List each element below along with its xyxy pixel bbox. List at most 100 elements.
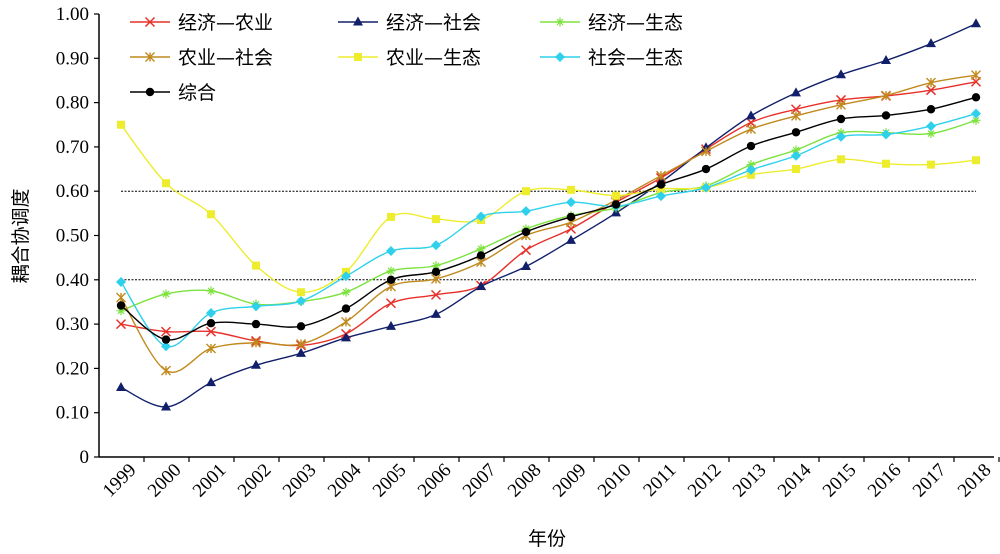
y-tick-label: 0.90	[56, 48, 89, 69]
data-point	[521, 206, 531, 217]
data-point	[566, 197, 576, 208]
legend-item: 综合	[130, 82, 216, 104]
data-point	[341, 271, 351, 282]
x-ticks: 1999 2000 2001 2002 2003 2004 2005 2006 2007 2008…	[99, 457, 1000, 502]
x-tick-label: 2010	[594, 460, 636, 502]
y-tick-label: 0.50	[56, 226, 89, 247]
y-tick-label: 0.10	[56, 403, 89, 424]
y-tick-label: 0.30	[56, 314, 89, 335]
legend-label: 经济—农业	[178, 12, 273, 34]
data-point	[746, 141, 756, 151]
data-point	[927, 160, 935, 169]
data-point	[115, 319, 127, 330]
data-point	[296, 347, 306, 357]
legend-marker	[145, 87, 155, 97]
legend-label: 社会—生态	[588, 47, 683, 69]
data-point	[476, 280, 486, 290]
data-point	[116, 381, 126, 391]
data-point	[341, 316, 351, 327]
x-tick-label: 2014	[774, 459, 816, 501]
x-tick-label: 2002	[234, 460, 276, 502]
data-point	[926, 121, 936, 132]
data-point	[612, 191, 620, 200]
series-5	[117, 120, 980, 297]
x-tick-label: 2017	[909, 460, 951, 502]
x-tick-label: 2007	[459, 460, 501, 502]
data-point	[522, 187, 530, 196]
data-point	[837, 155, 845, 164]
data-point	[341, 304, 351, 313]
legend-label: 农业—生态	[386, 47, 481, 69]
x-tick-label: 2009	[549, 460, 591, 502]
data-point	[521, 261, 531, 271]
data-point	[926, 105, 936, 114]
y-tick-label: 0.40	[56, 270, 89, 291]
data-point	[387, 212, 395, 221]
data-point	[836, 69, 846, 79]
data-point	[746, 124, 756, 135]
data-point	[296, 339, 306, 350]
legend-marker	[145, 52, 155, 62]
x-tick-label: 2001	[189, 460, 231, 502]
data-point	[476, 244, 486, 254]
data-point	[566, 234, 576, 244]
series-line	[120, 23, 977, 408]
data-point	[251, 301, 261, 312]
legend-label: 经济—生态	[588, 12, 683, 34]
data-point	[385, 298, 397, 309]
x-tick-label: 2003	[279, 460, 321, 502]
data-point	[252, 261, 260, 270]
data-point	[656, 180, 666, 189]
data-point	[972, 156, 980, 165]
series-layer	[115, 18, 982, 411]
data-point	[207, 210, 215, 219]
data-point	[881, 90, 891, 101]
data-point	[162, 179, 170, 188]
legend-item: 经济—生态	[540, 12, 683, 34]
data-point	[566, 212, 576, 222]
data-point	[206, 308, 216, 319]
data-point	[431, 267, 441, 277]
data-point	[206, 319, 216, 328]
data-point	[476, 251, 486, 260]
data-point	[160, 326, 172, 337]
data-point	[701, 164, 711, 174]
legend-label: 综合	[178, 82, 216, 104]
data-point	[881, 111, 891, 120]
legend-item: 农业—社会	[130, 47, 273, 69]
data-point	[206, 286, 216, 296]
y-tick-label: 0.60	[56, 181, 89, 202]
data-point	[296, 322, 306, 331]
x-tick-label: 2016	[864, 460, 906, 502]
legend-marker	[555, 17, 565, 27]
y-tick-label: 0.70	[56, 137, 89, 158]
data-point	[161, 401, 171, 411]
data-point	[430, 289, 442, 300]
data-point	[971, 93, 981, 102]
axes	[98, 14, 994, 458]
series-3	[116, 115, 981, 316]
data-point	[881, 55, 891, 65]
x-tick-label: 2005	[369, 460, 411, 502]
legend-marker	[353, 16, 363, 26]
series-line	[120, 124, 977, 293]
series-7	[116, 93, 981, 344]
data-point	[476, 211, 486, 222]
data-point	[791, 128, 801, 137]
data-point	[836, 131, 846, 142]
legend-label: 经济—社会	[386, 12, 481, 34]
data-point	[701, 182, 711, 193]
data-point	[206, 343, 216, 354]
y-tick-label: 1.00	[56, 4, 89, 25]
data-point	[656, 191, 666, 202]
data-point	[792, 165, 800, 174]
data-point	[881, 129, 891, 140]
x-tick-label: 2012	[684, 460, 726, 502]
data-point	[926, 77, 936, 88]
data-point	[205, 326, 217, 337]
data-point	[206, 377, 216, 387]
data-point	[431, 240, 441, 251]
data-point	[656, 170, 666, 181]
